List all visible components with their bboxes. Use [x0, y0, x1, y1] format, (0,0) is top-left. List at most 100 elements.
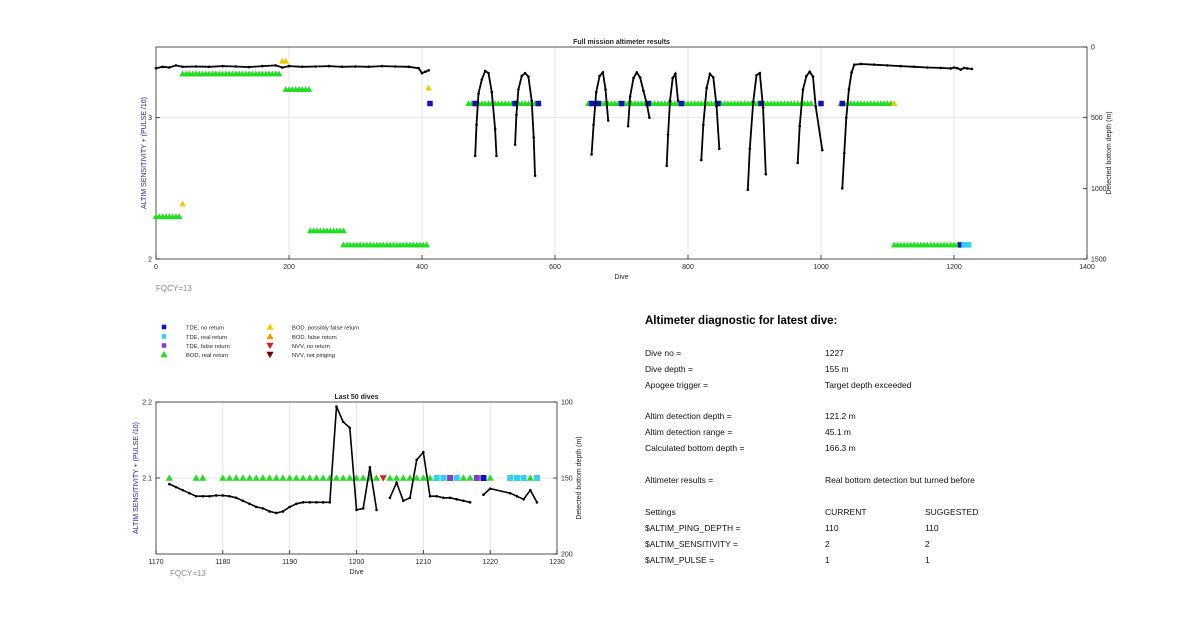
data-point-triangle-up — [252, 474, 260, 481]
bottom-depth-point — [268, 510, 271, 513]
data-point-triangle-up — [312, 474, 320, 481]
bottom-depth-point — [850, 71, 853, 74]
legend-label: TDE, no return — [186, 326, 224, 332]
bottom-depth-point — [477, 92, 480, 95]
bottom-depth-line — [169, 406, 378, 514]
data-point-square — [512, 100, 518, 107]
bottom-depth-point — [281, 66, 284, 69]
x-tick-label: 1170 — [148, 559, 163, 566]
data-point-triangle-up — [272, 474, 280, 481]
bottom-depth-point — [468, 501, 472, 504]
data-point-triangle-up — [486, 474, 494, 481]
bottom-depth-point — [515, 494, 519, 498]
bottom-depth-point — [435, 494, 439, 498]
bottom-depth-point — [899, 64, 903, 68]
x-tick-label: 200 — [283, 264, 295, 271]
data-point-triangle-up — [339, 474, 347, 481]
bottom-depth-point — [288, 505, 291, 509]
data-point-square — [440, 475, 447, 481]
bottom-depth-point — [708, 72, 712, 76]
data-point-triangle-up — [526, 474, 534, 481]
detection-depth-value: 121.2 m — [825, 411, 856, 421]
bottom-depth-point — [528, 488, 532, 492]
bottom-depth-point — [361, 507, 365, 510]
data-point-square — [645, 100, 651, 107]
bottom-depth-point — [758, 71, 762, 75]
bottom-depth-point — [796, 161, 800, 165]
dive-no-label: Dive no = — [645, 348, 682, 358]
chart-full-mission: 0 200 400 600 800 1000 1200 1400 2 3 0 500 1000 1500 F… — [141, 39, 1113, 293]
data-point-triangle-up — [282, 57, 289, 64]
bottom-depth-line — [482, 487, 538, 503]
bottom-depth-point — [448, 496, 452, 500]
y-tick-label: 2 — [148, 257, 152, 264]
data-point-triangle-up — [165, 474, 173, 481]
data-point-triangle-up — [807, 100, 815, 107]
bottom-depth-point — [671, 76, 675, 80]
bottom-depth-point — [174, 485, 178, 489]
bottom-depth-point — [281, 510, 285, 513]
bottom-depth-point — [966, 67, 969, 70]
y2-axis-label: Detected bottom depth (m) — [576, 436, 583, 519]
data-point-triangle-up — [239, 474, 247, 481]
bottom-depth-point — [275, 511, 278, 515]
bottom-depth-point — [221, 64, 224, 68]
bottom-depth-point — [194, 494, 198, 498]
data-point-square — [427, 100, 433, 107]
bottom-depth-point — [424, 70, 427, 74]
data-point-triangle-up — [419, 474, 427, 481]
bottom-depth-point — [493, 127, 497, 131]
bottom-depth-point — [295, 502, 298, 506]
data-point-triangle-up — [199, 474, 207, 481]
bottom-depth-point — [422, 450, 425, 454]
bottom-depth-point — [912, 65, 916, 69]
legend-label: TDE, real return — [186, 335, 227, 341]
bottom-depth-point — [327, 64, 331, 68]
bottom-depth-point — [480, 78, 484, 81]
bottom-depth-point — [530, 99, 534, 103]
bottom-depth-series — [168, 405, 539, 515]
bottom-depth-point — [638, 76, 642, 79]
x-tick-label: 1000 — [813, 264, 829, 271]
data-point-triangle-up — [279, 474, 287, 481]
chart-last-50-dives: 1170 1180 1190 1200 1210 1220 1230 2.1 2.2 100 150… — [133, 394, 583, 578]
bottom-depth-point — [188, 491, 191, 495]
bottom-depth-point — [601, 71, 605, 74]
data-point-triangle-up — [292, 474, 300, 481]
bottom-depth-point — [628, 95, 632, 98]
data-point-triangle-up — [219, 474, 227, 481]
bottom-depth-line — [627, 70, 651, 127]
y-tick-label: 2.1 — [142, 476, 152, 483]
bottom-depth-line — [700, 72, 721, 161]
bottom-depth-point — [401, 499, 405, 503]
data-point-square — [433, 475, 440, 481]
bottom-depth-point — [886, 64, 889, 67]
bottom-depth-point — [168, 66, 171, 69]
bottom-depth-point — [328, 501, 332, 504]
bottom-depth-point — [442, 496, 445, 500]
bottom-depth-point — [375, 508, 378, 512]
bottom-depth-point — [388, 496, 392, 500]
bottom-depth-line — [590, 70, 610, 155]
bottom-depth-point — [523, 71, 527, 75]
data-point-square — [472, 100, 478, 107]
bottom-depth-point — [926, 66, 929, 69]
bottom-depth-point — [420, 71, 424, 75]
x-tick-label: 1220 — [482, 559, 498, 566]
data-point-triangle-up — [175, 213, 183, 220]
tick-labels: 1170 1180 1190 1200 1210 1220 1230 2.1 2.2 100 150… — [142, 400, 573, 567]
data-point-triangle-up — [306, 474, 314, 481]
bottom-depth-point — [962, 66, 966, 70]
bottom-depth-point — [340, 65, 344, 69]
diagnostic-title: Altimeter diagnostic for latest dive: — [645, 315, 838, 327]
y2-tick-label: 100 — [561, 400, 573, 407]
bottom-depth-point — [668, 99, 672, 103]
data-point-square — [520, 475, 527, 481]
sensitivity-setting: $ALTIM_SENSITIVITY = — [645, 539, 738, 549]
bottom-depth-point — [368, 466, 372, 469]
data-point-square — [588, 100, 595, 107]
bottom-depth-point — [261, 64, 264, 68]
bottom-depth-point — [959, 68, 962, 71]
detection-depth-label: Altim detection depth = — [645, 411, 732, 421]
data-point-square — [161, 343, 167, 348]
